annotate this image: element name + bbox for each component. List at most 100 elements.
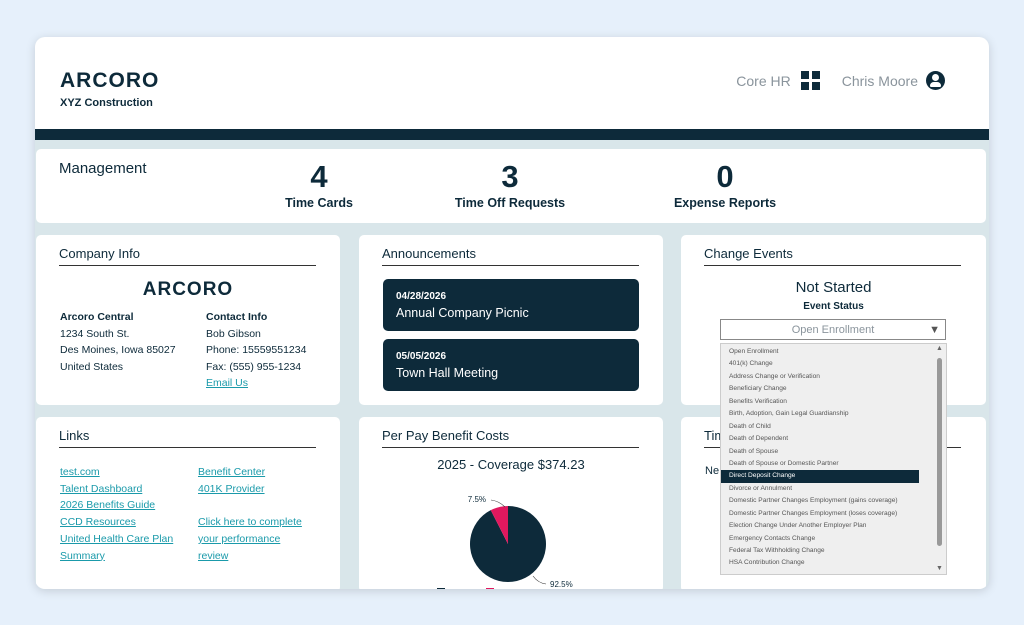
pie-label-short-term-disability: 7.5%	[468, 495, 486, 504]
contact-phone: Phone: 15559551234	[206, 344, 307, 356]
announcement-item[interactable]: 05/05/2026 Town Hall Meeting	[383, 339, 639, 391]
announcement-text: Annual Company Picnic	[396, 306, 529, 320]
event-status-label: Event Status	[803, 301, 864, 312]
title-divider	[59, 265, 316, 266]
apps-grid-icon[interactable]	[800, 71, 820, 90]
announcement-date: 05/05/2026	[396, 351, 447, 362]
dropdown-scrollbar[interactable]: ▲ ▼	[934, 344, 946, 574]
link-talent-dashboard[interactable]: Talent Dashboard	[60, 482, 143, 495]
dropdown-option[interactable]: Death of Dependent	[729, 435, 789, 443]
dropdown-option[interactable]: Address Change or Verification	[729, 372, 820, 380]
link-benefit-center[interactable]: Benefit Center	[198, 466, 266, 478]
time-off-requests-stat[interactable]: 3 Time Off Requests	[420, 159, 600, 210]
links-column-2: Benefit Center 401K Provider Click here …	[198, 464, 302, 564]
event-type-dropdown-list[interactable]: Open Enrollment 401(k) Change Address Chan…	[720, 343, 947, 575]
change-events-title: Change Events	[704, 246, 793, 261]
company-logo: ARCORO	[142, 279, 234, 300]
legend-swatch-medical	[437, 588, 445, 589]
link-ccd-resources[interactable]: CCD Resources	[60, 516, 136, 529]
legend-label-short-term-disability: Short Term Disability	[497, 588, 570, 589]
address-line: Des Moines, Iowa 85027	[60, 344, 176, 356]
link-performance-review[interactable]: review	[198, 549, 229, 562]
medical-label-leader	[532, 575, 547, 585]
arcoro-logo[interactable]: ARCORO	[60, 69, 160, 92]
link-test-com[interactable]: test.com	[60, 466, 100, 478]
stat-value: 4	[310, 159, 328, 194]
address-line: Arcoro Central	[60, 311, 134, 323]
expense-reports-stat[interactable]: 0 Expense Reports	[635, 159, 815, 210]
time-card-text: Ne	[705, 465, 720, 477]
dropdown-option[interactable]: Domestic Partner Changes Employment (los…	[729, 509, 898, 517]
header-divider-bar	[35, 129, 989, 140]
dropdown-option[interactable]: Domestic Partner Changes Employment (gai…	[729, 497, 898, 505]
dropdown-option[interactable]: Benefits Verification	[729, 397, 787, 405]
dropdown-option[interactable]: Election Change Under Another Employer P…	[729, 522, 867, 530]
title-divider	[382, 447, 639, 448]
dropdown-options: Open Enrollment 401(k) Change Address Chan…	[721, 346, 919, 570]
announcement-item[interactable]: 04/28/2026 Annual Company Picnic	[383, 279, 639, 331]
title-divider	[59, 447, 316, 448]
title-divider	[382, 265, 639, 266]
dropdown-option[interactable]: Birth, Adoption, Gain Legal Guardianship	[729, 410, 849, 418]
link-united-health-care[interactable]: United Health Care Plan	[60, 532, 174, 545]
event-type-select[interactable]: Open Enrollment ▼	[720, 319, 946, 340]
company-info-card: Company Info ARCORO Arcoro Central 1234 …	[36, 235, 340, 405]
scroll-thumb[interactable]	[937, 358, 942, 546]
user-avatar-icon[interactable]	[926, 71, 945, 90]
dropdown-option[interactable]: Death of Spouse	[729, 447, 779, 455]
time-card-title: Tim	[704, 428, 726, 443]
chart-title: 2025 - Coverage $374.23	[437, 457, 585, 472]
benefit-pie-chart: 92.5% 7.5% Medical Short Term Disability	[437, 495, 573, 589]
dropdown-option[interactable]: Federal Tax Withholding Change	[729, 547, 825, 554]
links-column-1: test.com Talent Dashboard 2026 Benefits …	[60, 464, 173, 564]
chevron-down-icon[interactable]: ▼	[929, 324, 940, 336]
link-performance-review[interactable]: your performance	[198, 532, 281, 545]
email-us-link[interactable]: Email Us	[206, 377, 249, 389]
top-header: ARCORO XYZ Construction Core HR Chris Mo…	[35, 37, 989, 129]
dropdown-option[interactable]: Beneficiary Change	[729, 385, 787, 393]
stat-value: 0	[716, 159, 734, 194]
link-benefits-guide[interactable]: 2026 Benefits Guide	[60, 499, 156, 512]
dropdown-option[interactable]: 401(k) Change	[729, 360, 773, 368]
dropdown-option[interactable]: Emergency Contacts Change	[729, 534, 816, 542]
announcements-card: Announcements 04/28/2026 Annual Company …	[359, 235, 663, 405]
pie-label-medical: 92.5%	[550, 580, 573, 589]
dropdown-option[interactable]: HSA Contribution Change	[729, 559, 805, 567]
legend-label-medical: Medical	[448, 588, 476, 589]
select-value: Open Enrollment	[791, 324, 875, 336]
link-performance-review[interactable]: Click here to complete	[198, 516, 302, 529]
scroll-down-icon[interactable]: ▼	[936, 565, 943, 572]
address-line: United States	[60, 360, 124, 373]
dropdown-option[interactable]: Direct Deposit Change	[721, 470, 919, 483]
user-name[interactable]: Chris Moore	[841, 72, 918, 89]
legend-swatch-short-term-disability	[486, 588, 494, 589]
time-cards-stat[interactable]: 4 Time Cards	[229, 159, 409, 210]
pie-slice-short-term-disability[interactable]	[490, 506, 508, 544]
link-401k-provider[interactable]: 401K Provider	[198, 482, 265, 495]
contact-info: Contact Info Bob Gibson Phone: 155595512…	[206, 309, 306, 392]
header-actions: Core HR Chris Moore	[736, 71, 945, 90]
stat-label: Expense Reports	[673, 196, 777, 210]
module-label[interactable]: Core HR	[736, 72, 791, 89]
announcement-date: 04/28/2026	[396, 291, 447, 302]
management-card: Management 4 Time Cards 3 Time Off Reque…	[36, 149, 986, 223]
app-window: ARCORO XYZ Construction Core HR Chris Mo…	[35, 37, 989, 589]
dropdown-option[interactable]: Death of Child	[729, 422, 771, 430]
title-divider	[704, 265, 961, 266]
links-title: Links	[59, 428, 90, 443]
dropdown-option[interactable]: Death of Spouse or Domestic Partner	[729, 459, 839, 467]
company-name: XYZ Construction	[60, 97, 153, 109]
contact-heading: Contact Info	[206, 311, 268, 323]
spacer	[198, 497, 302, 514]
scroll-up-icon[interactable]: ▲	[936, 345, 943, 352]
company-address: Arcoro Central 1234 South St. Des Moines…	[60, 309, 176, 375]
contact-fax: Fax: (555) 955-1234	[206, 360, 302, 373]
event-status-value: Not Started	[795, 279, 872, 296]
announcement-text: Town Hall Meeting	[396, 366, 499, 380]
announcements-title: Announcements	[382, 246, 476, 261]
stat-value: 3	[501, 159, 519, 194]
link-united-health-care[interactable]: Summary	[60, 549, 105, 562]
dropdown-option[interactable]: Open Enrollment	[729, 348, 779, 355]
dropdown-option[interactable]: Divorce or Annulment	[729, 484, 793, 492]
stat-label: Time Cards	[285, 196, 353, 210]
